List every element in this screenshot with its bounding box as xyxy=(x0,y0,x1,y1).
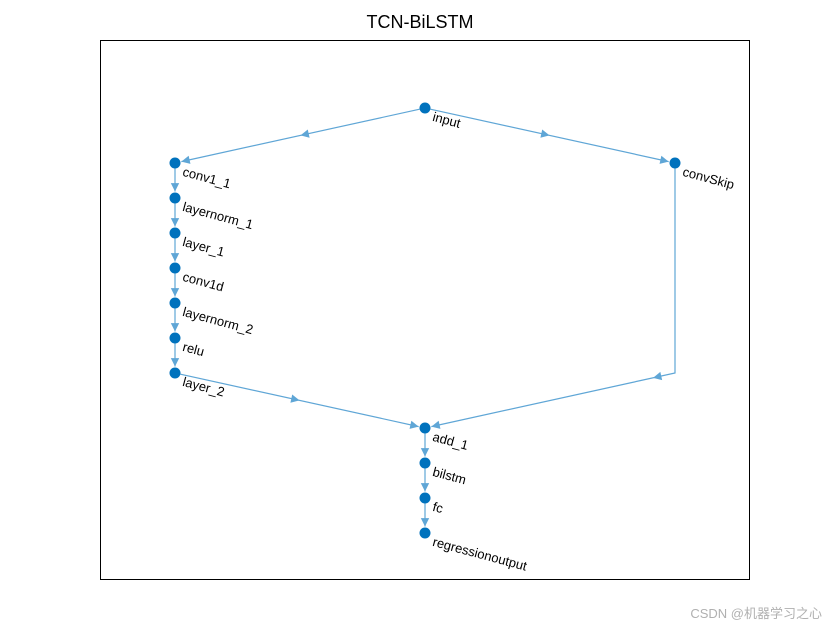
edge-arrow xyxy=(421,483,429,491)
edge-arrow xyxy=(171,358,179,366)
edge-line xyxy=(431,169,675,427)
edge-arrow xyxy=(653,372,662,380)
edge-arrow xyxy=(171,288,179,296)
edge-arrow xyxy=(660,156,669,164)
node-bilstm xyxy=(420,458,431,469)
edge-arrow xyxy=(410,421,419,429)
edge-arrow xyxy=(290,394,299,402)
node-regressionoutput xyxy=(420,528,431,539)
watermark-text: CSDN @机器学习之心 xyxy=(690,603,822,622)
edge-arrow xyxy=(181,156,190,164)
network-diagram xyxy=(0,0,840,630)
edge-arrow xyxy=(540,129,549,137)
edge-arrow xyxy=(421,518,429,526)
node-add_1 xyxy=(420,423,431,434)
node-input xyxy=(420,103,431,114)
node-conv1d xyxy=(170,263,181,274)
node-layernorm_2 xyxy=(170,298,181,309)
node-relu xyxy=(170,333,181,344)
edge-arrow xyxy=(171,253,179,261)
figure: TCN-BiLSTM CSDN @机器学习之心 inputconv1_1conv… xyxy=(0,0,840,630)
edge-arrow xyxy=(171,323,179,331)
edge-arrow xyxy=(431,421,440,429)
edge-arrow xyxy=(421,448,429,456)
edge-arrow xyxy=(171,218,179,226)
node-convSkip xyxy=(670,158,681,169)
edge-arrow xyxy=(171,183,179,191)
node-fc xyxy=(420,493,431,504)
node-layer_1 xyxy=(170,228,181,239)
node-conv1_1 xyxy=(170,158,181,169)
edge-arrow xyxy=(300,129,309,137)
node-layernorm_1 xyxy=(170,193,181,204)
node-layer_2 xyxy=(170,368,181,379)
